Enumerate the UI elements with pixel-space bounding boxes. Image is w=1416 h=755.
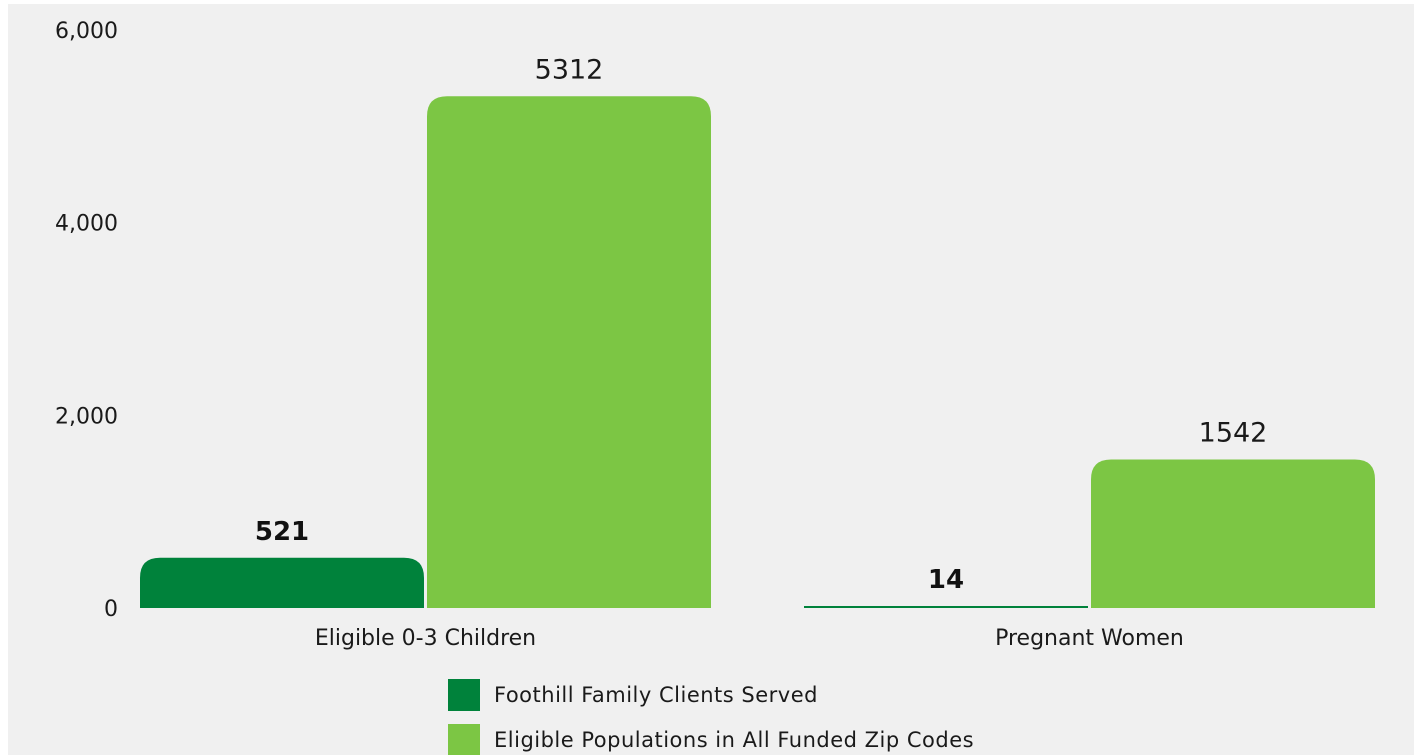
bars (140, 96, 1375, 608)
y-tick-label: 6,000 (55, 19, 118, 44)
bar-served (804, 606, 1088, 608)
legend-swatch-served (448, 679, 480, 711)
bar-eligible (427, 96, 711, 608)
legend-label-eligible: Eligible Populations in All Funded Zip C… (494, 728, 975, 752)
legend-swatch-eligible (448, 724, 480, 755)
y-tick-label: 0 (104, 597, 118, 622)
legend-label-served: Foothill Family Clients Served (494, 683, 818, 707)
x-tick-label: Eligible 0-3 Children (315, 626, 536, 651)
legend: Foothill Family Clients Served Eligible … (448, 678, 1148, 755)
x-axis: Eligible 0-3 Children Pregnant Women (315, 626, 1184, 651)
legend-item-served: Foothill Family Clients Served (448, 678, 1148, 712)
y-axis: 0 2,000 4,000 6,000 (55, 19, 118, 622)
bar-served (140, 557, 424, 608)
value-labels: 521 5312 14 1542 (255, 54, 1268, 595)
data-label: 14 (928, 565, 964, 595)
legend-item-eligible: Eligible Populations in All Funded Zip C… (448, 723, 1148, 755)
y-tick-label: 2,000 (55, 404, 118, 429)
data-label: 1542 (1199, 417, 1268, 448)
bar-eligible (1091, 459, 1375, 608)
x-tick-label: Pregnant Women (995, 626, 1184, 651)
data-label: 521 (255, 517, 309, 547)
data-label: 5312 (535, 54, 604, 85)
y-tick-label: 4,000 (55, 212, 118, 237)
